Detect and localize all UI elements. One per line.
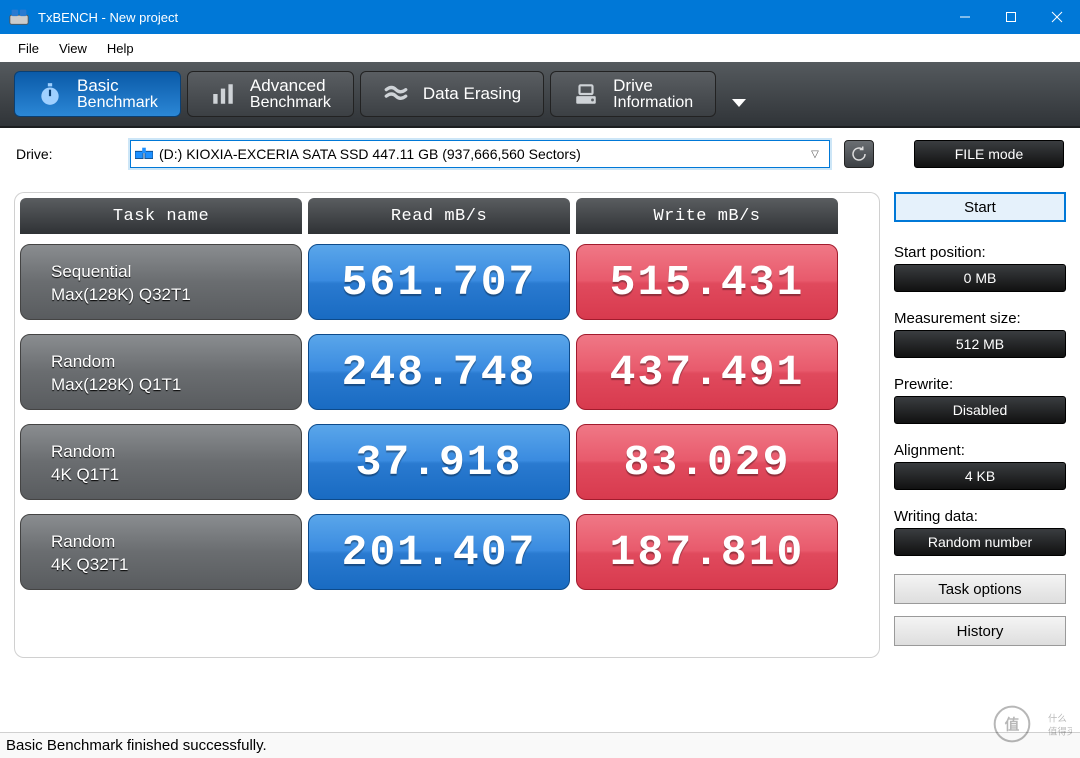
- side-panel: Start Start position: 0 MB Measurement s…: [894, 192, 1066, 658]
- alignment-value[interactable]: 4 KB: [894, 462, 1066, 490]
- tab-label: Drive: [613, 77, 693, 95]
- tabstrip: BasicBenchmark AdvancedBenchmark Data Er…: [0, 62, 1080, 128]
- read-value[interactable]: 201.407: [308, 514, 570, 590]
- chevron-down-icon: ▽: [805, 149, 825, 160]
- app-icon: [8, 6, 30, 28]
- maximize-button[interactable]: [988, 0, 1034, 34]
- tab-label: Advanced: [250, 77, 331, 95]
- task-name[interactable]: SequentialMax(128K) Q32T1: [20, 244, 302, 320]
- tab-label: Information: [613, 95, 693, 112]
- tab-label: Benchmark: [250, 95, 331, 112]
- read-value[interactable]: 37.918: [308, 424, 570, 500]
- status-bar: Basic Benchmark finished successfully.: [0, 732, 1080, 758]
- start-button[interactable]: Start: [894, 192, 1066, 222]
- tab-advanced-benchmark[interactable]: AdvancedBenchmark: [187, 71, 354, 117]
- write-value[interactable]: 515.431: [576, 244, 838, 320]
- file-mode-button[interactable]: FILE mode: [914, 140, 1064, 168]
- alignment-label: Alignment:: [894, 442, 1066, 459]
- menu-view[interactable]: View: [49, 37, 97, 60]
- tab-label: Data Erasing: [423, 85, 521, 103]
- task-options-button[interactable]: Task options: [894, 574, 1066, 604]
- titlebar: TxBENCH - New project: [0, 0, 1080, 34]
- drive-selected-text: (D:) KIOXIA-EXCERIA SATA SSD 447.11 GB (…: [159, 146, 805, 162]
- task-name[interactable]: Random4K Q32T1: [20, 514, 302, 590]
- watermark-icon: 值 什么 值得买: [992, 702, 1072, 746]
- benchmark-table: Task name Read mB/s Write mB/s Sequentia…: [14, 192, 880, 658]
- measurement-size-label: Measurement size:: [894, 310, 1066, 327]
- drive-icon: [573, 81, 599, 107]
- write-value[interactable]: 187.810: [576, 514, 838, 590]
- measurement-size-value[interactable]: 512 MB: [894, 330, 1066, 358]
- tab-basic-benchmark[interactable]: BasicBenchmark: [14, 71, 181, 117]
- bars-icon: [210, 81, 236, 107]
- task-name[interactable]: Random4K Q1T1: [20, 424, 302, 500]
- menubar: File View Help: [0, 34, 1080, 62]
- header-write: Write mB/s: [576, 198, 838, 234]
- tab-label: Benchmark: [77, 95, 158, 112]
- drive-label: Drive:: [16, 146, 116, 162]
- disk-icon: [135, 147, 153, 161]
- writing-data-value[interactable]: Random number: [894, 528, 1066, 556]
- menu-help[interactable]: Help: [97, 37, 144, 60]
- svg-text:什么: 什么: [1048, 712, 1067, 723]
- svg-text:值: 值: [1005, 715, 1020, 733]
- tab-data-erasing[interactable]: Data Erasing: [360, 71, 544, 117]
- write-value[interactable]: 437.491: [576, 334, 838, 410]
- prewrite-value[interactable]: Disabled: [894, 396, 1066, 424]
- tab-drive-information[interactable]: DriveInformation: [550, 71, 716, 117]
- write-value[interactable]: 83.029: [576, 424, 838, 500]
- status-text: Basic Benchmark finished successfully.: [6, 737, 267, 754]
- close-button[interactable]: [1034, 0, 1080, 34]
- start-position-label: Start position:: [894, 244, 1066, 261]
- header-task: Task name: [20, 198, 302, 234]
- task-name[interactable]: RandomMax(128K) Q1T1: [20, 334, 302, 410]
- read-value[interactable]: 561.707: [308, 244, 570, 320]
- window-title: TxBENCH - New project: [38, 10, 942, 25]
- bench-row: Random4K Q32T1 201.407 187.810: [20, 514, 874, 590]
- bench-row: RandomMax(128K) Q1T1 248.748 437.491: [20, 334, 874, 410]
- refresh-button[interactable]: [844, 140, 874, 168]
- tab-overflow-button[interactable]: [722, 71, 756, 117]
- minimize-button[interactable]: [942, 0, 988, 34]
- read-value[interactable]: 248.748: [308, 334, 570, 410]
- erase-icon: [383, 81, 409, 107]
- bench-row: SequentialMax(128K) Q32T1 561.707 515.43…: [20, 244, 874, 320]
- drive-select[interactable]: (D:) KIOXIA-EXCERIA SATA SSD 447.11 GB (…: [130, 140, 830, 168]
- stopwatch-icon: [37, 81, 63, 107]
- main-area: Task name Read mB/s Write mB/s Sequentia…: [0, 172, 1080, 658]
- menu-file[interactable]: File: [8, 37, 49, 60]
- history-button[interactable]: History: [894, 616, 1066, 646]
- tab-label: Basic: [77, 77, 158, 95]
- writing-data-label: Writing data:: [894, 508, 1066, 525]
- svg-text:值得买: 值得买: [1048, 726, 1072, 737]
- drive-row: Drive: (D:) KIOXIA-EXCERIA SATA SSD 447.…: [0, 128, 1080, 172]
- prewrite-label: Prewrite:: [894, 376, 1066, 393]
- bench-row: Random4K Q1T1 37.918 83.029: [20, 424, 874, 500]
- header-read: Read mB/s: [308, 198, 570, 234]
- start-position-value[interactable]: 0 MB: [894, 264, 1066, 292]
